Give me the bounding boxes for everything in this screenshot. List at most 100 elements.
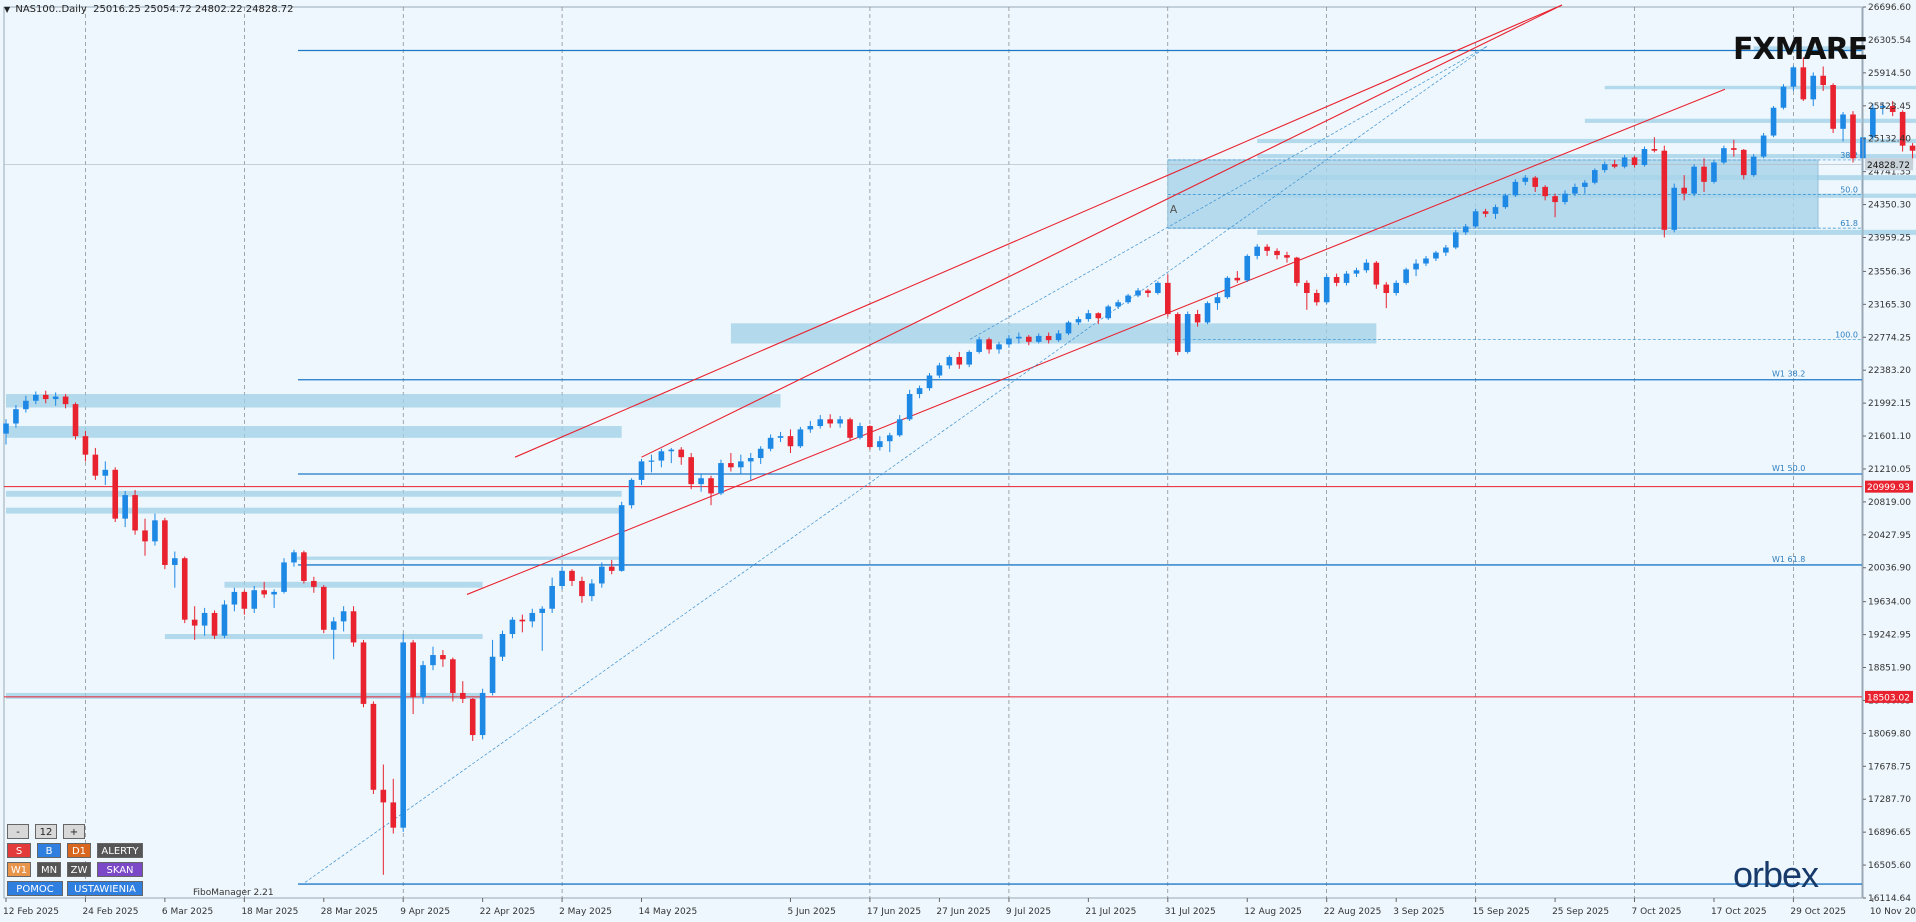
candle-body <box>628 479 635 506</box>
candle-body <box>549 586 555 609</box>
candle-body <box>896 419 903 436</box>
candle-body <box>1383 284 1390 293</box>
candle-body <box>1899 111 1906 146</box>
alerts-button[interactable]: ALERTY <box>97 843 143 858</box>
candle-body <box>986 339 992 350</box>
trend-channel <box>304 4 1726 883</box>
candlesticks <box>3 57 1916 875</box>
date-tick-label: 17 Oct 2025 <box>1711 907 1767 917</box>
candle-body <box>867 426 873 448</box>
weekly-fib-label: W1 38.2 <box>1772 370 1805 379</box>
candle-body <box>718 463 724 494</box>
candle-body <box>847 419 853 438</box>
candle-body <box>72 404 79 437</box>
candle-body <box>1254 246 1260 256</box>
candle-body <box>1750 156 1757 176</box>
zoom-minus-button[interactable]: - <box>7 824 29 839</box>
candle-body <box>1582 182 1588 187</box>
date-tick-label: 27 Jun 2025 <box>936 907 990 917</box>
candle-body <box>1403 269 1409 283</box>
price-zone <box>1604 85 1916 90</box>
price-zone <box>164 634 483 640</box>
candle-body <box>1125 295 1131 303</box>
channel-upper-line <box>641 4 1563 458</box>
candle-body <box>1413 263 1419 270</box>
candle-body <box>380 789 387 803</box>
timeframe-d1-button[interactable]: D1 <box>67 843 91 858</box>
candle-body <box>787 436 794 447</box>
candle-body <box>996 344 1002 350</box>
price-zone <box>293 556 622 560</box>
candle-body <box>877 441 883 448</box>
price-tick-label: 23959.25 <box>1868 233 1911 243</box>
candle-body <box>797 429 804 447</box>
buy-button[interactable]: B <box>37 843 61 858</box>
price-tick-label: 20036.90 <box>1868 564 1911 574</box>
candle-body <box>261 590 267 595</box>
candle-body <box>13 409 19 424</box>
candle-body <box>459 692 466 699</box>
candle-body <box>618 505 625 571</box>
candle-body <box>1373 262 1380 285</box>
price-zone <box>224 581 483 588</box>
candle-body <box>221 604 228 636</box>
collapse-triangle-icon[interactable]: ▼ <box>4 5 11 14</box>
price-tick-label: 17678.75 <box>1868 762 1911 772</box>
zw-button[interactable]: ZW <box>67 862 91 877</box>
price-tick-label: 26305.54 <box>1868 36 1911 46</box>
candle-body <box>191 619 198 626</box>
price-tick-label: 16505.60 <box>1868 861 1911 871</box>
date-tick-label: 10 Nov 2025 <box>1870 907 1916 917</box>
candle-body <box>1731 148 1737 150</box>
candle-body <box>817 419 824 427</box>
candle-body <box>251 590 258 609</box>
date-tick-label: 5 Jun 2025 <box>787 907 835 917</box>
fib-retracement-box <box>1167 159 1819 229</box>
candle-body <box>1691 166 1697 194</box>
settings-button[interactable]: USTAWIENIA <box>67 881 143 896</box>
candle-body <box>1204 303 1211 323</box>
candle-body <box>956 356 963 365</box>
candle-body <box>1264 246 1270 251</box>
candle-body <box>1611 164 1618 167</box>
horizontal-levels: 38.2 50.0 61.8 100.0 W1 38.2 W1 50.0 W1 61.8 <box>4 49 1862 885</box>
timeframe-mn-button[interactable]: MN <box>37 862 61 877</box>
scan-button[interactable]: SKAN <box>97 862 143 877</box>
candle-body <box>1085 313 1092 320</box>
candle-body <box>1135 290 1141 296</box>
candle-body <box>1810 75 1817 100</box>
candle-body <box>916 388 923 395</box>
date-tick-label: 22 Apr 2025 <box>480 907 536 917</box>
symbol-label: NAS100..Daily <box>15 4 87 15</box>
price-tick-label: 20819.00 <box>1868 498 1911 508</box>
price-tick-label: 23165.30 <box>1868 300 1911 310</box>
fxmare-logo: FXMARE <box>1733 32 1868 67</box>
red-level-price-label-bg <box>1865 690 1913 703</box>
candle-body <box>1621 157 1628 167</box>
date-tick-label: 29 Oct 2025 <box>1790 907 1846 917</box>
zoom-plus-button[interactable]: + <box>63 824 85 839</box>
candle-body <box>688 457 694 485</box>
candle-body <box>1601 164 1608 171</box>
candle-body <box>569 570 575 581</box>
candle-body <box>1492 207 1499 214</box>
candle-body <box>1184 314 1191 352</box>
help-button[interactable]: POMOC <box>7 881 63 896</box>
zoom-value-field[interactable]: 12 <box>35 824 57 839</box>
candle-body <box>1294 257 1300 283</box>
timeframe-w1-button[interactable]: W1 <box>7 862 31 877</box>
candle-body <box>728 463 734 468</box>
candle-body <box>62 396 69 405</box>
candle-body <box>886 435 893 442</box>
candle-body <box>1095 313 1102 319</box>
candle-body <box>946 356 953 366</box>
candle-body <box>1671 187 1678 230</box>
date-tick-label: 15 Sep 2025 <box>1473 907 1530 917</box>
sell-button[interactable]: S <box>7 843 31 858</box>
price-tick-label: 21210.05 <box>1868 465 1911 475</box>
candle-body <box>1343 273 1350 283</box>
candle-body <box>738 461 744 468</box>
fib-level-label: 50.0 <box>1840 185 1858 194</box>
